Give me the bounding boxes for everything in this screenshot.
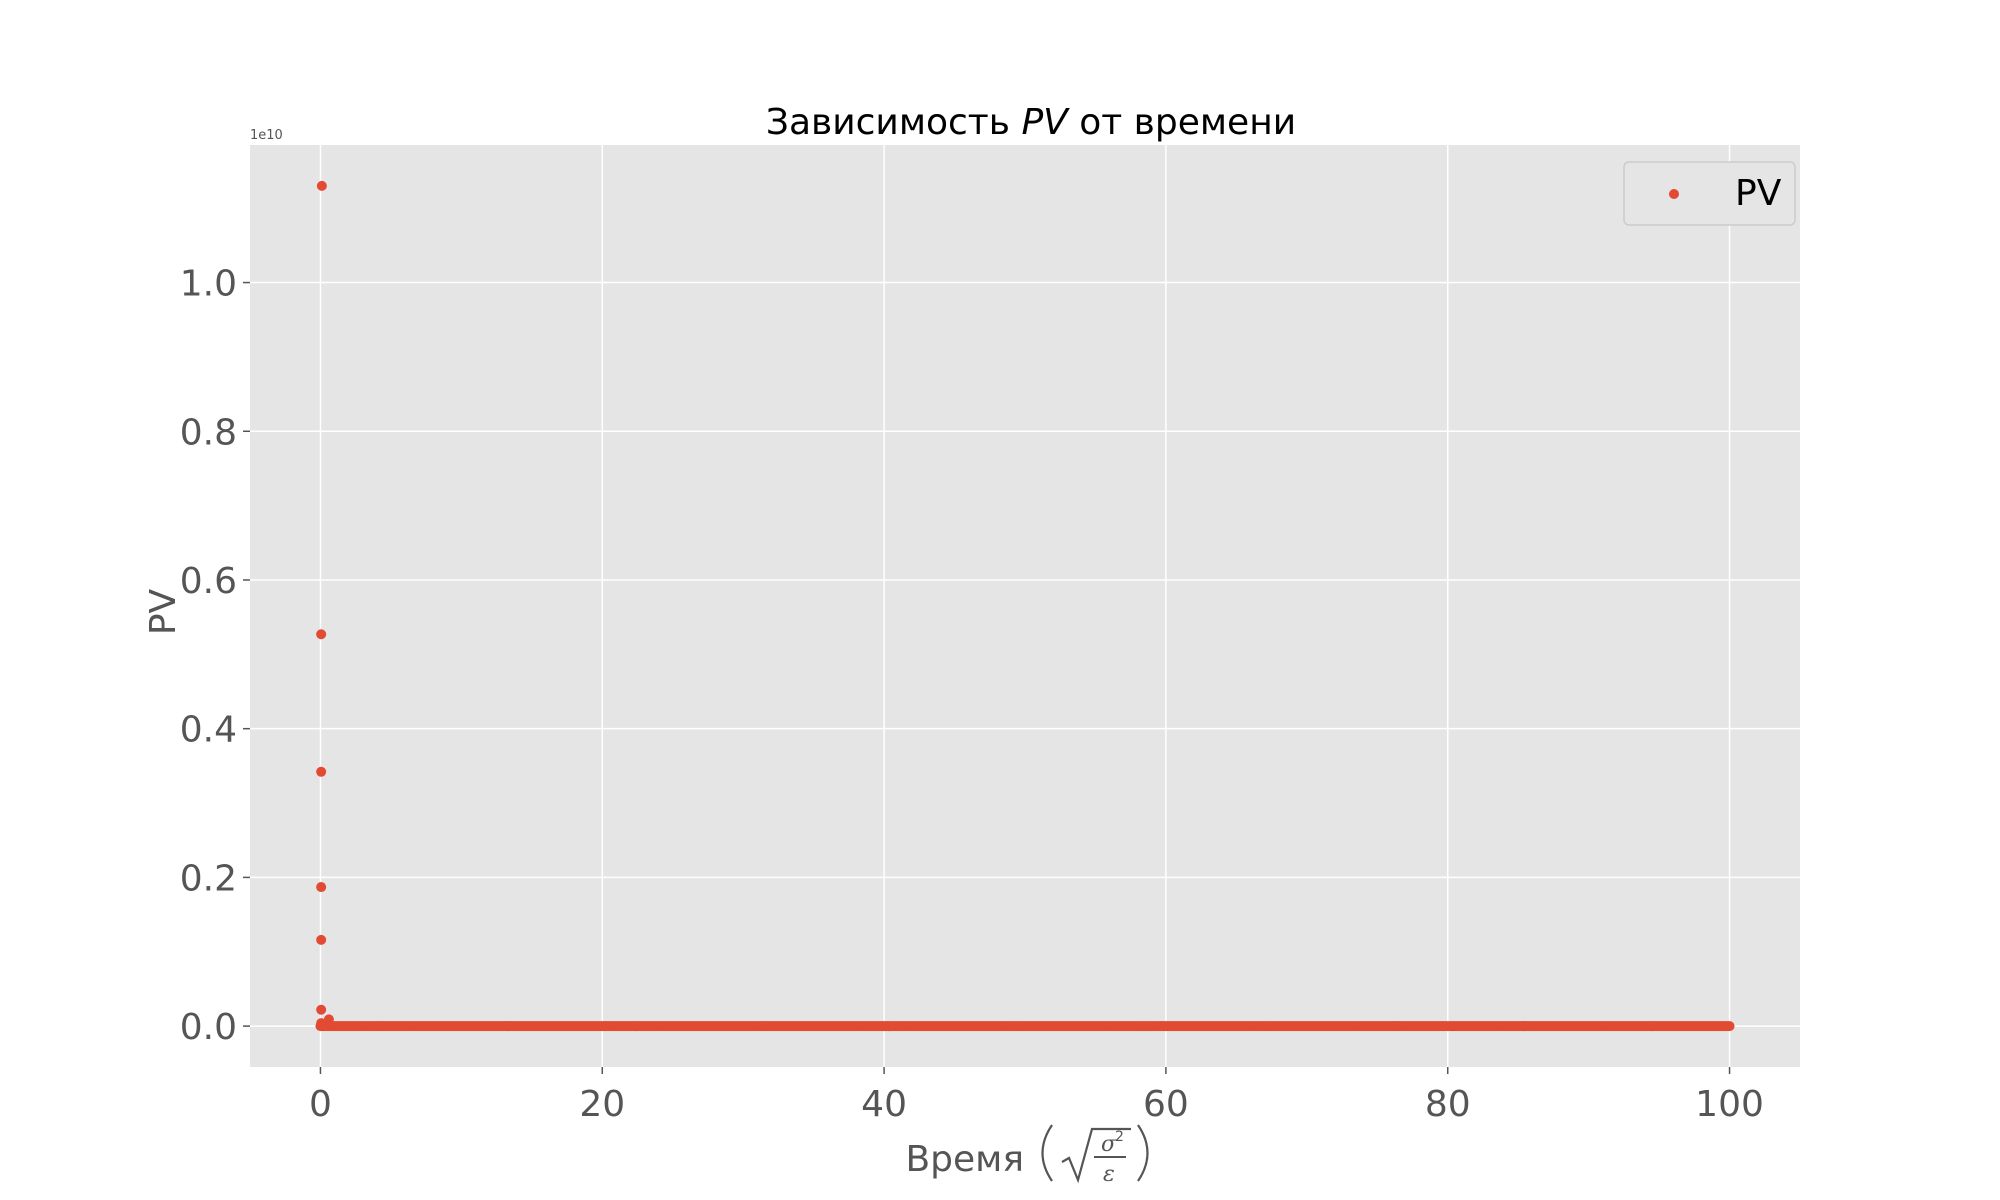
unit-exponent: 2 — [1115, 1129, 1124, 1145]
plot-area — [250, 145, 1800, 1067]
data-point — [321, 1019, 332, 1030]
legend-box — [1623, 161, 1796, 226]
data-point — [316, 180, 327, 191]
y-tick-label: 0.6 — [180, 561, 237, 602]
data-point — [316, 629, 327, 640]
x-tick-label: 80 — [1425, 1084, 1471, 1125]
data-point — [316, 1004, 327, 1015]
x-axis-title-text: Время — [905, 1139, 1024, 1180]
data-point — [316, 766, 327, 777]
x-tick-label: 20 — [579, 1084, 625, 1125]
scatter-points — [315, 180, 1735, 1032]
grid-lines — [250, 145, 1800, 1067]
legend-label: PV — [1735, 173, 1782, 214]
unit-numerator: σ — [1101, 1132, 1117, 1157]
data-point — [316, 934, 327, 945]
y-tick-label: 0.4 — [180, 710, 237, 751]
x-axis-title: Время σ 2 ε — [905, 1124, 1149, 1187]
legend-marker — [1669, 189, 1679, 199]
x-tick-label: 0 — [309, 1084, 332, 1125]
chart-title: Зависимость PV от времени — [766, 102, 1296, 143]
x-axis-unit — [1041, 1124, 1149, 1184]
y-axis-title: PV — [143, 588, 184, 635]
unit-denominator: ε — [1103, 1162, 1115, 1187]
data-point — [1724, 1021, 1735, 1032]
left-paren — [1041, 1124, 1053, 1182]
data-point — [316, 882, 327, 893]
sqrt-sign — [1061, 1127, 1131, 1184]
y-tick-label: 0.8 — [180, 412, 237, 453]
y-tick-label: 0.2 — [180, 858, 237, 899]
right-paren — [1137, 1124, 1149, 1182]
x-tick-label: 60 — [1143, 1084, 1189, 1125]
y-offset-label: 1e10 — [250, 128, 283, 143]
y-axis-ticks: 0.0 0.2 0.4 0.6 0.8 1.0 — [180, 264, 250, 1048]
y-tick-label: 0.0 — [180, 1007, 237, 1048]
y-tick-label: 1.0 — [180, 264, 237, 305]
x-axis-ticks: 0 20 40 60 80 100 — [309, 1067, 1764, 1125]
legend: PV — [1623, 161, 1796, 226]
x-tick-label: 100 — [1695, 1084, 1764, 1125]
x-tick-label: 40 — [861, 1084, 907, 1125]
